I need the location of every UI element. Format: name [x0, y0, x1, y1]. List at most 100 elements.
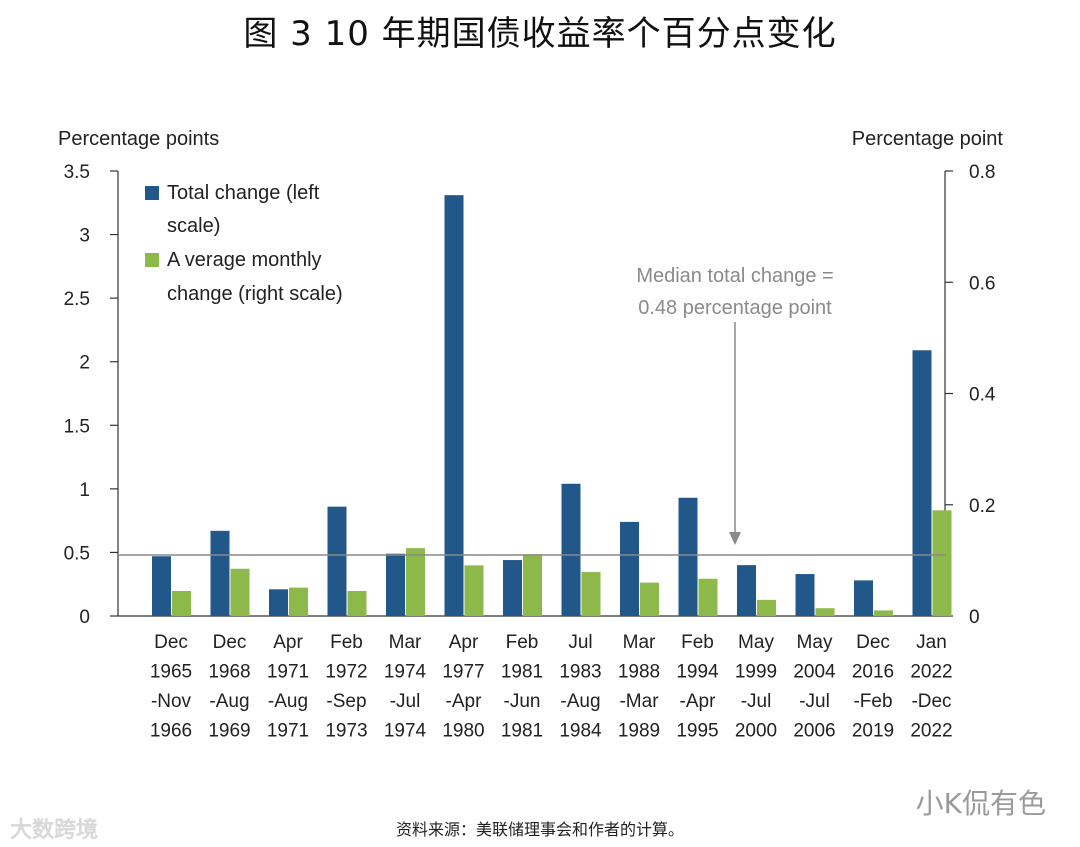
category-label: -Dec — [911, 691, 951, 712]
category-label: -Nov — [151, 691, 192, 712]
bar-average-monthly-change — [347, 590, 367, 616]
bar-average-monthly-change — [172, 590, 191, 616]
category-label: 2006 — [793, 721, 835, 742]
category-label: Apr — [273, 632, 303, 653]
category-label: Apr — [449, 632, 479, 653]
category-label: 1989 — [618, 721, 660, 742]
category-label: -Jul — [741, 691, 772, 712]
bar-total-change — [678, 497, 698, 616]
bar-total-change — [152, 556, 171, 616]
category-label: Jan — [916, 632, 947, 653]
bar-total-change — [737, 565, 756, 616]
category-label: 1974 — [384, 662, 427, 683]
category-label: -Aug — [209, 691, 249, 712]
annotation-text: 0.48 percentage point — [638, 297, 832, 319]
category-label: -Sep — [326, 691, 366, 712]
category-label: 2016 — [852, 662, 894, 683]
category-label: 1965 — [150, 662, 192, 683]
category-label: 1983 — [559, 662, 601, 683]
bar-total-change — [210, 530, 230, 616]
source-note: 资料来源：美联储理事会和作者的计算。 — [395, 820, 684, 839]
watermark-left: 大数跨境 — [10, 818, 99, 843]
bar-total-change — [795, 574, 815, 616]
category-label: 2004 — [793, 662, 836, 683]
bar-average-monthly-change — [230, 568, 250, 616]
category-label: May — [797, 632, 833, 653]
bar-total-change — [912, 350, 932, 616]
category-label: Mar — [389, 632, 422, 653]
left-tick-label: 3.5 — [64, 162, 90, 183]
category-label: 1988 — [618, 662, 660, 683]
annotation-arrow-head — [729, 532, 741, 545]
bar-total-change — [854, 580, 873, 616]
bar-average-monthly-change — [464, 565, 484, 616]
bar-total-change — [386, 553, 405, 616]
right-tick-label: 0.8 — [969, 162, 995, 183]
category-label: Jul — [568, 632, 592, 653]
legend-label-total-change: scale) — [167, 215, 220, 237]
left-tick-label: 0 — [79, 607, 90, 628]
category-label: Feb — [330, 632, 363, 653]
bar-average-monthly-change — [406, 548, 425, 616]
right-tick-label: 0 — [969, 607, 980, 628]
category-label: 1969 — [208, 721, 250, 742]
category-label: Dec — [856, 632, 890, 653]
watermark-right: 小K侃有色 — [915, 787, 1046, 820]
category-label: Dec — [154, 632, 188, 653]
category-label: 2000 — [735, 721, 777, 742]
category-label: 1974 — [384, 721, 427, 742]
category-label: 1971 — [267, 721, 309, 742]
annotation-text: Median total change = — [636, 265, 833, 287]
right-axis-title: Percentage point — [852, 128, 1004, 150]
page-title: 图 3 10 年期国债收益率个百分点变化 — [243, 14, 837, 54]
category-label: 1994 — [676, 662, 719, 683]
category-label: -Aug — [560, 691, 600, 712]
bar-total-change — [561, 483, 581, 616]
bar-average-monthly-change — [289, 587, 308, 616]
category-label: 1981 — [501, 662, 543, 683]
bar-average-monthly-change — [757, 599, 776, 616]
left-axis-title: Percentage points — [58, 128, 219, 150]
bar-average-monthly-change — [523, 554, 542, 616]
left-tick-label: 1.5 — [64, 416, 90, 437]
category-label: 1984 — [559, 721, 602, 742]
category-label: 1972 — [325, 662, 367, 683]
left-tick-label: 0.5 — [64, 543, 90, 564]
left-tick-label: 2.5 — [64, 289, 90, 310]
category-label: 1981 — [501, 721, 543, 742]
category-label: -Apr — [680, 691, 717, 712]
category-label: Dec — [213, 632, 247, 653]
bar-total-change — [620, 521, 639, 616]
category-label: -Apr — [446, 691, 483, 712]
category-label: -Feb — [853, 691, 892, 712]
category-label: 1999 — [735, 662, 777, 683]
category-label: Feb — [506, 632, 539, 653]
category-label: 1980 — [442, 721, 484, 742]
legend-swatch-total-change — [145, 186, 159, 200]
bar-total-change — [444, 195, 464, 616]
bar-total-change — [503, 560, 522, 616]
category-label: 1977 — [442, 662, 484, 683]
right-tick-label: 0.4 — [969, 385, 996, 406]
left-tick-label: 3 — [79, 226, 90, 247]
right-tick-label: 0.2 — [969, 496, 995, 517]
category-label: -Jul — [390, 691, 421, 712]
legend-swatch-average-monthly — [145, 253, 159, 267]
category-label: -Mar — [619, 691, 659, 712]
category-label: -Jun — [504, 691, 541, 712]
bar-average-monthly-change — [698, 578, 718, 616]
category-label: 2022 — [910, 662, 952, 683]
bar-average-monthly-change — [932, 510, 952, 616]
category-label: 2022 — [910, 721, 952, 742]
legend-label-total-change: Total change (left — [167, 182, 320, 204]
category-label: 1973 — [325, 721, 367, 742]
category-label: -Jul — [799, 691, 830, 712]
bar-total-change — [269, 589, 288, 616]
bar-average-monthly-change — [874, 610, 893, 616]
category-label: Mar — [623, 632, 656, 653]
category-label: 1968 — [208, 662, 250, 683]
legend-label-average-monthly: change (right scale) — [167, 283, 343, 305]
category-label: 1995 — [676, 721, 718, 742]
bar-average-monthly-change — [815, 608, 835, 616]
